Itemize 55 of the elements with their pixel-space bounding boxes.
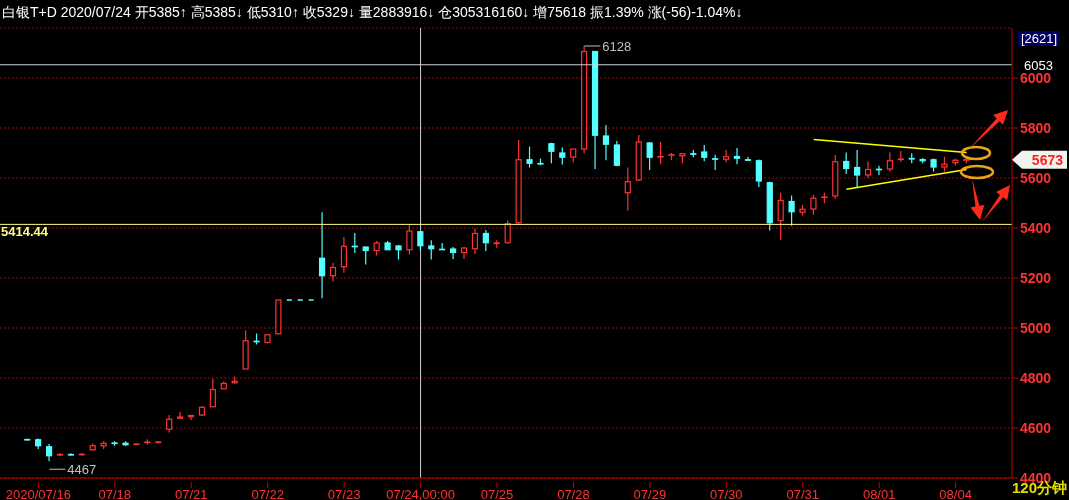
candlestick [177,411,184,419]
candlestick [624,166,631,212]
candlestick [788,194,795,227]
x-tick-label: 07/28 [557,487,590,500]
candlestick [318,211,326,299]
candlestick [755,158,762,188]
candlestick [428,239,435,261]
candlestick [886,151,893,173]
y-tick-label: 5800 [1020,119,1052,136]
y-tick-label: 5400 [1020,219,1052,236]
candlestick [602,124,610,161]
text: 5673 [1031,151,1064,168]
candlestick [744,156,752,161]
x-tick-label: 08/01 [862,487,896,500]
candlestick [864,160,872,179]
candlestick [417,231,424,252]
candlestick [406,223,413,256]
candlestick [449,246,457,260]
candlestick [843,151,850,175]
candlestick [733,147,741,165]
x-tick-label: 07/21 [174,487,208,500]
candlestick [613,140,620,167]
y-tick-label: 4800 [1020,369,1052,386]
y-tick-label: 5000 [1020,319,1052,336]
candlestick [340,236,347,274]
x-tick-label: 07/25 [480,487,514,500]
candlestick [526,145,533,169]
candlestick [810,194,817,216]
ref-line-label: 5414.44 [1,224,49,240]
candlestick [722,149,730,163]
chart-title: 白银T+D 2020/07/24 开5385↑ 高5385↓ 低5310↑ 收5329↓ 量2883916↓ 仓305316160↓ 增75618 振1.39% 涨(-56)-1.04%↓ [2,4,743,22]
candlestick [854,149,861,188]
x-tick-label: 07/30 [710,487,743,500]
candlestick [777,192,784,241]
candlestick [646,141,653,171]
candlestick [504,219,511,244]
x-tick-label: 07/23 [327,487,361,500]
x-tick-label: 2020/07/16 [5,487,71,500]
annotation: 6128 [602,39,632,54]
candlestick [657,141,664,165]
text: [2621] [1018,31,1061,46]
y-tick-label: 5200 [1020,269,1052,286]
candlestick [482,229,489,252]
x-tick-label: 07/18 [98,487,132,500]
candlestick [209,378,216,408]
annotation: 4467 [67,462,97,478]
x-tick-label: 08/04 [939,487,972,500]
x-tick-label: 07/29 [633,487,667,500]
y-tick-label: 5600 [1020,169,1052,186]
x-tick-label: 07/22 [251,487,284,500]
x-tick-label: 07/31 [786,487,820,500]
y-tick-label: 4600 [1020,419,1052,436]
candlestick [471,227,479,255]
candlestick [329,262,337,283]
x-tick-label: 07/24,00:00 [386,487,455,500]
